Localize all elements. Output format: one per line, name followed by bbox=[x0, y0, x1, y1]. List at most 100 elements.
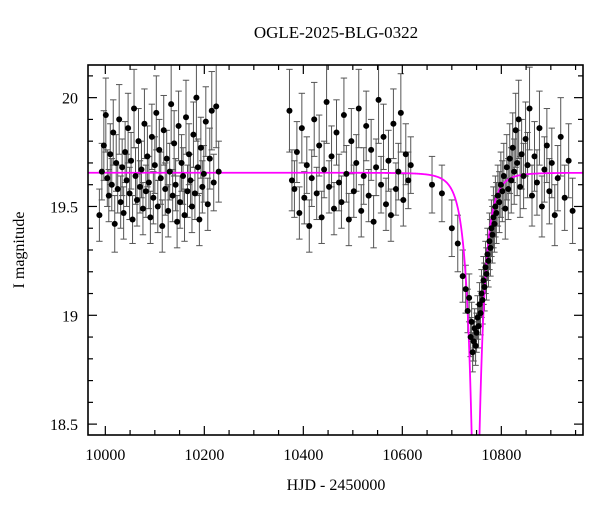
data-point bbox=[438, 190, 445, 197]
data-point bbox=[375, 96, 382, 103]
data-point bbox=[151, 162, 158, 169]
data-point bbox=[454, 240, 461, 247]
y-axis-label: I magnitude bbox=[11, 212, 28, 289]
data-point bbox=[181, 212, 188, 219]
data-point bbox=[150, 194, 157, 201]
data-point bbox=[569, 207, 576, 214]
data-point bbox=[382, 201, 389, 208]
data-point bbox=[505, 186, 512, 193]
y-tick-label: 19 bbox=[62, 308, 78, 325]
data-point bbox=[475, 323, 482, 330]
data-point bbox=[476, 301, 483, 308]
data-point bbox=[174, 218, 181, 225]
y-tick-label: 19.5 bbox=[50, 199, 78, 216]
data-point bbox=[96, 212, 103, 219]
data-point bbox=[350, 188, 357, 195]
data-point bbox=[180, 173, 187, 179]
data-point bbox=[358, 207, 365, 214]
data-point bbox=[129, 216, 136, 223]
data-point bbox=[503, 164, 510, 171]
data-point bbox=[482, 264, 489, 271]
data-point bbox=[175, 122, 182, 129]
data-point bbox=[194, 164, 201, 171]
data-point bbox=[353, 159, 360, 166]
data-point bbox=[135, 138, 142, 145]
x-tick-label: 10800 bbox=[481, 447, 521, 464]
data-point bbox=[469, 349, 476, 356]
data-point bbox=[177, 199, 184, 206]
data-point bbox=[500, 173, 507, 179]
data-point bbox=[196, 216, 203, 223]
data-point bbox=[108, 181, 115, 188]
x-tick-label: 10200 bbox=[184, 447, 224, 464]
data-point bbox=[160, 127, 167, 134]
data-point bbox=[122, 149, 129, 156]
data-point bbox=[148, 133, 155, 140]
data-point bbox=[288, 177, 295, 184]
data-point bbox=[98, 168, 105, 175]
data-point bbox=[468, 318, 475, 325]
data-point bbox=[491, 220, 498, 227]
data-point bbox=[105, 192, 112, 199]
data-point bbox=[338, 199, 345, 206]
data-point bbox=[308, 175, 315, 182]
data-point bbox=[480, 277, 487, 284]
data-point bbox=[110, 129, 117, 136]
data-point bbox=[200, 170, 207, 177]
x-tick-label: 10400 bbox=[283, 447, 323, 464]
data-point bbox=[529, 192, 536, 199]
data-point bbox=[397, 109, 404, 116]
data-point bbox=[557, 133, 564, 140]
data-point bbox=[345, 216, 352, 223]
data-point bbox=[159, 223, 166, 230]
data-point bbox=[485, 257, 492, 264]
data-point bbox=[490, 214, 497, 221]
data-point bbox=[517, 183, 524, 190]
data-point bbox=[474, 314, 481, 321]
data-point bbox=[184, 188, 191, 195]
data-point bbox=[400, 196, 407, 203]
data-point bbox=[543, 142, 550, 149]
data-point bbox=[178, 159, 185, 166]
data-point bbox=[163, 155, 170, 162]
data-point bbox=[483, 270, 490, 277]
data-point bbox=[492, 203, 499, 210]
data-point bbox=[551, 212, 558, 219]
data-point bbox=[395, 168, 402, 175]
data-point bbox=[526, 105, 533, 112]
data-point bbox=[165, 207, 172, 214]
data-point bbox=[125, 125, 132, 132]
data-point bbox=[548, 159, 555, 166]
data-point bbox=[306, 223, 313, 230]
data-point bbox=[464, 307, 471, 314]
data-point bbox=[522, 136, 529, 142]
x-tick-label: 10600 bbox=[382, 447, 422, 464]
data-point bbox=[291, 186, 298, 193]
data-point bbox=[481, 284, 488, 290]
data-point bbox=[204, 201, 211, 208]
data-point bbox=[370, 218, 377, 225]
data-point bbox=[183, 114, 190, 121]
data-point bbox=[429, 181, 436, 188]
data-point bbox=[293, 149, 300, 156]
data-point bbox=[102, 112, 109, 119]
data-point bbox=[286, 107, 293, 114]
data-point bbox=[298, 125, 305, 132]
data-point bbox=[365, 192, 372, 199]
data-point bbox=[128, 157, 135, 164]
data-point bbox=[524, 162, 531, 169]
data-point bbox=[144, 153, 151, 160]
data-point bbox=[378, 181, 385, 188]
data-point bbox=[340, 112, 347, 119]
data-point bbox=[479, 297, 486, 304]
data-point bbox=[392, 186, 399, 193]
data-point bbox=[114, 186, 121, 193]
data-point bbox=[511, 168, 518, 175]
data-points-group bbox=[96, 94, 576, 356]
data-point bbox=[171, 140, 178, 147]
data-point bbox=[311, 116, 318, 123]
data-point bbox=[473, 329, 480, 336]
y-tick-labels: 18.5 19 19.5 20 bbox=[50, 91, 78, 434]
